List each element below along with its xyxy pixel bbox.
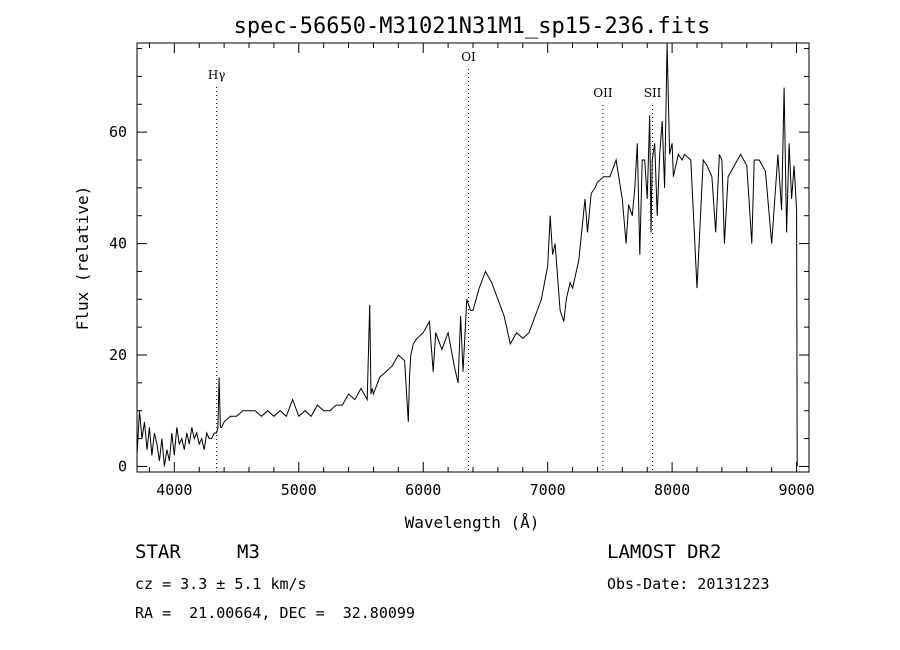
redshift-cz: cz = 3.3 ± 5.1 km/s [135,575,307,593]
x-tick-label: 5000 [281,481,317,499]
survey-name: LAMOST DR2 [607,541,722,563]
x-tick-label: 6000 [405,481,441,499]
x-tick-label: 7000 [530,481,566,499]
x-tick-label: 9000 [778,481,814,499]
plot-frame [136,42,810,473]
object-subclass: M3 [237,541,260,563]
emission-line-label: OII [593,86,613,100]
x-axis-label: Wavelength (Å) [405,513,540,532]
chart-title: spec-56650-M31021N31M1_sp15-236.fits [234,14,711,39]
x-tick-label: 4000 [156,481,192,499]
observation-date: Obs-Date: 20131223 [607,575,770,593]
y-tick-label: 40 [109,235,127,253]
emission-line-label: Hγ [208,68,226,82]
x-tick-label: 8000 [654,481,690,499]
y-axis-label: Flux (relative) [73,186,92,331]
emission-line-label: OI [461,50,476,64]
spectrum-series-line [136,42,798,467]
ra-dec: RA = 21.00664, DEC = 32.80099 [135,604,415,622]
object-class: STAR [135,541,181,563]
y-tick-label: 20 [109,346,127,364]
y-tick-label: 60 [109,123,127,141]
axis-ticks: 4000 5000 6000 7000 8000 9000 0 20 40 60 [109,43,815,499]
y-tick-label: 0 [118,457,127,475]
emission-line-markers: Hγ OI OII SII [208,50,662,472]
emission-line-label: SII [644,86,662,100]
